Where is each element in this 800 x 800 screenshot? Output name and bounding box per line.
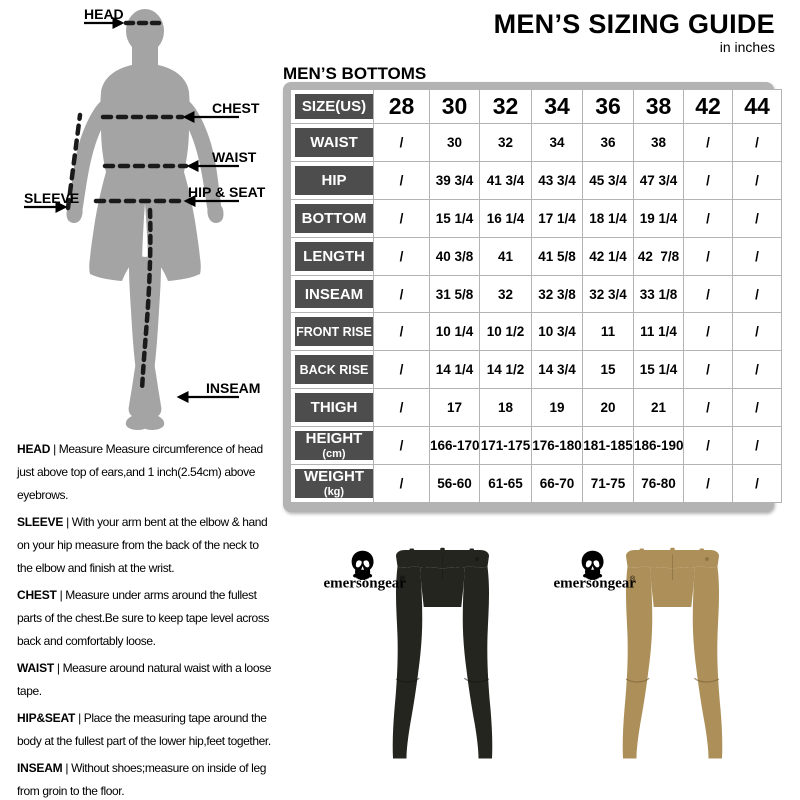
svg-text:®: ® bbox=[630, 575, 636, 583]
svg-text:WAIST: WAIST bbox=[212, 149, 257, 165]
svg-text:INSEAM: INSEAM bbox=[206, 380, 260, 396]
svg-text:®: ® bbox=[400, 575, 406, 583]
svg-text:emersongear: emersongear bbox=[324, 576, 407, 592]
svg-text:SLEEVE: SLEEVE bbox=[24, 190, 79, 206]
svg-text:CHEST: CHEST bbox=[212, 100, 260, 116]
svg-text:HIP & SEAT: HIP & SEAT bbox=[188, 184, 266, 200]
svg-text:HEAD: HEAD bbox=[84, 6, 124, 22]
svg-text:emersongear: emersongear bbox=[554, 576, 637, 592]
